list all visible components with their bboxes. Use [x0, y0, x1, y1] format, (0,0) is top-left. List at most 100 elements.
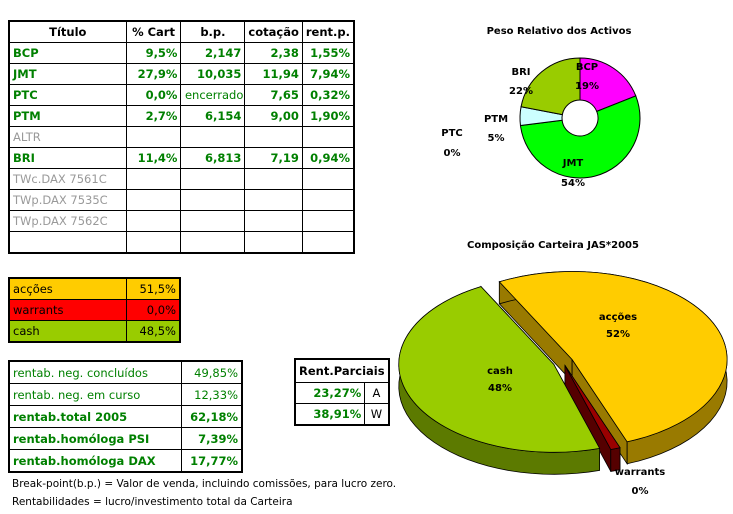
pie2-wall-start-warrants — [564, 364, 621, 471]
pie2-label-acções: acções — [599, 312, 637, 323]
pie2-value-cash: 48% — [488, 383, 512, 394]
table-row: PTM 2,7% 6,154 9,00 1,90% — [8, 105, 355, 127]
rentab-row: rentab.total 2005 62,18% — [8, 405, 243, 428]
rentab-value: 49,85% — [181, 360, 243, 384]
table-row: JMT 27,9% 10,035 11,94 7,94% — [8, 63, 355, 85]
cell-cotacao: 7,19 — [244, 147, 303, 169]
cell-bp: 6,813 — [180, 147, 246, 169]
pie2-wall-end-acções — [571, 358, 628, 466]
rent-parcial-a-value: 23,27% — [294, 382, 366, 404]
pie2-side-warrants — [610, 447, 621, 472]
table-row: TWc.DAX 7561C — [8, 168, 355, 190]
cell-bp — [180, 210, 246, 232]
rentab-row: rentab.homóloga DAX 17,77% — [8, 449, 243, 473]
cell-bp: 2,147 — [180, 42, 246, 64]
cell-cart — [125, 210, 182, 232]
rent-parcial-w-value: 38,91% — [294, 403, 366, 426]
pie1-label-ptc: PTC — [441, 128, 463, 139]
col-titulo: Título — [8, 20, 127, 43]
cell-titulo: JMT — [8, 63, 127, 85]
pie2-wall-start-cash — [553, 364, 601, 471]
allocation-value: 48,5% — [126, 320, 181, 343]
cell-bp: encerrado — [180, 84, 246, 106]
cell-cart — [125, 189, 182, 211]
pie2-title: Composição Carteira JAS*2005 — [467, 240, 639, 251]
pie1-slice-jmt — [519, 95, 641, 179]
cell-bp: 6,154 — [180, 105, 246, 127]
allocation-row: warrants 0,0% — [8, 299, 181, 321]
rent-parciais-title: Rent.Parciais — [294, 358, 390, 383]
cell-bp — [180, 168, 246, 190]
pie2-label-cash: cash — [487, 366, 513, 377]
cell-titulo: TWp.DAX 7535C — [8, 189, 127, 211]
cell-titulo: BCP — [8, 42, 127, 64]
cell-titulo: TWp.DAX 7562C — [8, 210, 127, 232]
allocation-row: acções 51,5% — [8, 277, 181, 300]
rent-parcial-a-key: A — [364, 382, 390, 404]
col-cart: % Cart — [125, 20, 182, 43]
cell-cart — [125, 231, 182, 254]
table-row — [8, 231, 355, 254]
pie1-value-jmt: 54% — [561, 178, 585, 189]
cell-rent — [301, 168, 355, 190]
cell-cart: 9,5% — [125, 42, 182, 64]
cell-cotacao: 11,94 — [244, 63, 303, 85]
cell-bp — [180, 126, 246, 148]
pie1-label-ptm: PTM — [484, 114, 508, 125]
pie2-slice-warrants — [564, 365, 621, 450]
cell-cotacao: 7,65 — [244, 84, 303, 106]
cell-cotacao — [244, 126, 303, 148]
cell-cotacao: 2,38 — [244, 42, 303, 64]
cell-cart: 2,7% — [125, 105, 182, 127]
pie2-side-acções — [498, 271, 728, 465]
note-breakpoint: Break-point(b.p.) = Valor de venda, incl… — [12, 478, 397, 490]
cell-rent: 1,55% — [301, 42, 355, 64]
cell-rent: 7,94% — [301, 63, 355, 85]
rentab-row: rentab. neg. concluídos 49,85% — [8, 360, 243, 384]
pie2-slice-cash — [398, 286, 601, 453]
portfolio-table: Título % Cart b.p. cotação rent.p. BCP 9,… — [8, 20, 355, 254]
cell-rent: 0,94% — [301, 147, 355, 169]
table-row: ALTR — [8, 126, 355, 148]
cell-cart: 0,0% — [125, 84, 182, 106]
table-row: BCP 9,5% 2,147 2,38 1,55% — [8, 42, 355, 64]
cell-cart — [125, 126, 182, 148]
cell-rent — [301, 231, 355, 254]
cell-rent — [301, 126, 355, 148]
cell-titulo: TWc.DAX 7561C — [8, 168, 127, 190]
cell-bp: 10,035 — [180, 63, 246, 85]
pie2-value-warrants: 0% — [632, 486, 649, 497]
cell-titulo: PTM — [8, 105, 127, 127]
pie2-slice-acções — [498, 271, 728, 443]
rentab-row: rentab.homóloga PSI 7,39% — [8, 427, 243, 450]
note-rentabilidades: Rentabilidades = lucro/investimento tota… — [12, 496, 293, 508]
cell-titulo: ALTR — [8, 126, 127, 148]
table-row: PTC 0,0% encerrado 7,65 0,32% — [8, 84, 355, 106]
cell-cotacao — [244, 168, 303, 190]
cell-rent: 0,32% — [301, 84, 355, 106]
rentab-label: rentab. neg. em curso — [8, 383, 182, 406]
rentab-value: 62,18% — [181, 405, 243, 428]
pie1-value-bri: 22% — [509, 86, 533, 97]
pie1-value-bcp: 19% — [575, 81, 599, 92]
allocation-value: 51,5% — [126, 277, 181, 300]
rentab-row: rentab. neg. em curso 12,33% — [8, 383, 243, 406]
cell-cotacao — [244, 231, 303, 254]
allocation-label: warrants — [8, 299, 127, 321]
rentab-label: rentab.total 2005 — [8, 405, 182, 428]
table-row: BRI 11,4% 6,813 7,19 0,94% — [8, 147, 355, 169]
rentab-value: 7,39% — [181, 427, 243, 450]
table-row: TWp.DAX 7562C — [8, 210, 355, 232]
rentab-label: rentab. neg. concluídos — [8, 360, 182, 384]
pie2-label-warrants: warrants — [615, 467, 665, 478]
cell-rent — [301, 189, 355, 211]
pie1-label-jmt: JMT — [562, 158, 584, 169]
pie1-label-bcp: BCP — [576, 62, 598, 73]
rent-parcial-w-key: W — [364, 403, 390, 426]
cell-titulo — [8, 231, 127, 254]
pie1-slice-bri — [520, 57, 581, 116]
pie2-wall-end-cash — [480, 285, 555, 388]
pie2-wall-start-acções — [498, 280, 573, 383]
allocation-value: 0,0% — [126, 299, 181, 321]
rentab-label: rentab.homóloga PSI — [8, 427, 182, 450]
